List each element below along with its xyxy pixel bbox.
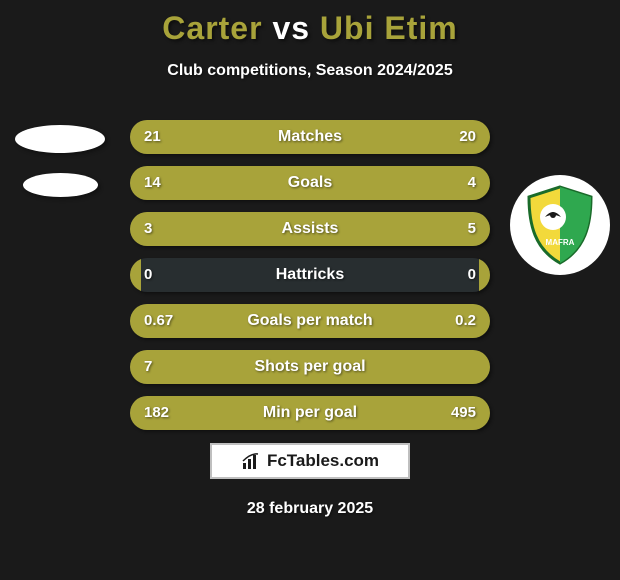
stat-value-right: 5: [468, 212, 476, 246]
avatar-placeholder-shape: [15, 125, 105, 153]
stat-value-left: 182: [144, 396, 169, 430]
stat-value-left: 3: [144, 212, 152, 246]
stat-value-left: 21: [144, 120, 161, 154]
stat-value-right: 0.2: [455, 304, 476, 338]
stat-row: Matches21 20: [130, 120, 490, 154]
brand-bars-icon: [241, 451, 261, 471]
page-subtitle: Club competitions, Season 2024/2025: [0, 62, 620, 80]
stat-value-left: 14: [144, 166, 161, 200]
stat-label: Matches: [130, 120, 490, 154]
player-left-avatar: [10, 115, 110, 215]
stat-row: Min per goal182 495: [130, 396, 490, 430]
stat-label: Hattricks: [130, 258, 490, 292]
stat-row: Goals per match0.67 0.2: [130, 304, 490, 338]
stat-label: Goals per match: [130, 304, 490, 338]
title-left: Carter: [162, 10, 262, 46]
avatar-placeholder-shape: [23, 173, 98, 197]
page-title: Carter vs Ubi Etim: [0, 10, 620, 47]
stat-value-left: 0.67: [144, 304, 173, 338]
title-right: Ubi Etim: [320, 10, 458, 46]
stat-value-right: 495: [451, 396, 476, 430]
stat-row: Goals14 4: [130, 166, 490, 200]
shield-icon: MAFRA: [525, 185, 595, 265]
stat-value-right: 20: [459, 120, 476, 154]
title-vs: vs: [272, 10, 310, 46]
stat-label: Min per goal: [130, 396, 490, 430]
stat-value-left: 7: [144, 350, 152, 384]
stats-list: Matches21 20 Goals14 4 Assists3 5 Hattricks0 0 G…: [130, 120, 490, 442]
footer-date: 28 february 2025: [0, 500, 620, 518]
stat-value-left: 0: [144, 258, 152, 292]
stat-row: Shots per goal7: [130, 350, 490, 384]
stat-label: Assists: [130, 212, 490, 246]
stat-value-right: 4: [468, 166, 476, 200]
brand-badge: FcTables.com: [210, 443, 410, 479]
svg-text:MAFRA: MAFRA: [546, 238, 575, 247]
stat-value-right: 0: [468, 258, 476, 292]
stat-label: Shots per goal: [130, 350, 490, 384]
stat-row: Assists3 5: [130, 212, 490, 246]
stat-label: Goals: [130, 166, 490, 200]
comparison-infographic: Carter vs Ubi Etim Club competitions, Se…: [0, 0, 620, 580]
player-right-club-badge: MAFRA: [510, 175, 610, 275]
brand-text: FcTables.com: [267, 451, 379, 471]
stat-row: Hattricks0 0: [130, 258, 490, 292]
